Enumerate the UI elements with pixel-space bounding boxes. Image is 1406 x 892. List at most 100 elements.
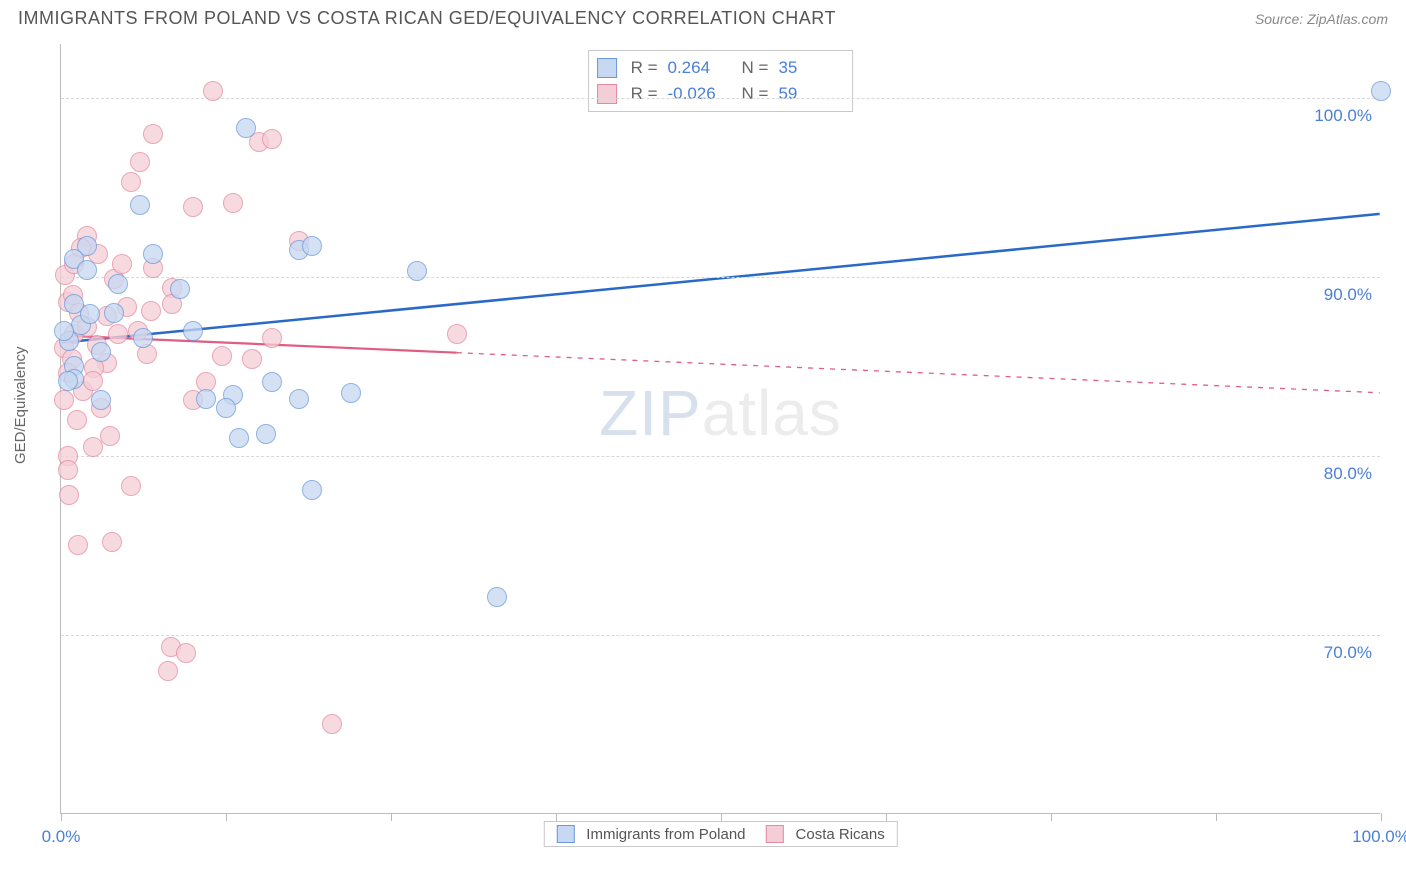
y-tick-label: 70.0%	[1324, 643, 1372, 663]
data-point	[289, 389, 309, 409]
stat-r-value: -0.026	[668, 81, 732, 107]
data-point	[158, 661, 178, 681]
data-point	[54, 390, 74, 410]
data-point	[407, 261, 427, 281]
x-tick	[1051, 813, 1052, 821]
data-point	[80, 304, 100, 324]
trend-line-dashed	[457, 353, 1380, 393]
data-point	[58, 460, 78, 480]
data-point	[108, 324, 128, 344]
data-point	[176, 643, 196, 663]
plot-area: ZIPatlas R =0.264N =35R =-0.026N =59 Imm…	[60, 44, 1380, 814]
legend-swatch	[597, 58, 617, 78]
legend-swatch	[766, 825, 784, 843]
stat-n-label: N =	[742, 81, 769, 107]
x-tick	[886, 813, 887, 821]
data-point	[104, 303, 124, 323]
stat-r-label: R =	[631, 81, 658, 107]
watermark: ZIPatlas	[599, 376, 842, 450]
stat-n-value: 35	[778, 55, 842, 81]
y-tick-label: 80.0%	[1324, 464, 1372, 484]
data-point	[121, 172, 141, 192]
data-point	[229, 428, 249, 448]
data-point	[108, 274, 128, 294]
stats-legend-row: R = 0.264 N = 35	[597, 55, 843, 81]
data-point	[130, 195, 150, 215]
data-point	[58, 371, 78, 391]
data-point	[236, 118, 256, 138]
data-point	[91, 342, 111, 362]
legend-swatch	[556, 825, 574, 843]
stat-n-value: 59	[778, 81, 842, 107]
stat-n-label: N =	[742, 55, 769, 81]
data-point	[262, 328, 282, 348]
data-point	[67, 410, 87, 430]
data-point	[133, 328, 153, 348]
stat-r-label: R =	[631, 55, 658, 81]
data-point	[302, 480, 322, 500]
series-legend: Immigrants from Poland Costa Ricans	[543, 821, 897, 847]
data-point	[121, 476, 141, 496]
legend-item: Costa Ricans	[766, 825, 885, 843]
data-point	[223, 193, 243, 213]
legend-item: Immigrants from Poland	[556, 825, 745, 843]
trend-line-solid	[61, 214, 1379, 343]
data-point	[112, 254, 132, 274]
data-point	[487, 587, 507, 607]
data-point	[341, 383, 361, 403]
data-point	[59, 485, 79, 505]
legend-swatch	[597, 84, 617, 104]
data-point	[262, 129, 282, 149]
chart-container: GED/Equivalency ZIPatlas R =0.264N =35R …	[18, 44, 1388, 854]
x-tick-label: 0.0%	[42, 827, 81, 847]
data-point	[322, 714, 342, 734]
x-tick	[1381, 813, 1382, 821]
x-tick-label: 100.0%	[1352, 827, 1406, 847]
data-point	[447, 324, 467, 344]
gridline-h	[61, 635, 1380, 636]
data-point	[91, 390, 111, 410]
x-tick	[61, 813, 62, 821]
chart-title: IMMIGRANTS FROM POLAND VS COSTA RICAN GE…	[18, 8, 836, 29]
data-point	[1371, 81, 1391, 101]
y-tick-label: 100.0%	[1314, 106, 1372, 126]
x-tick	[556, 813, 557, 821]
data-point	[130, 152, 150, 172]
data-point	[143, 244, 163, 264]
data-point	[216, 398, 236, 418]
data-point	[143, 124, 163, 144]
data-point	[183, 197, 203, 217]
data-point	[262, 372, 282, 392]
gridline-h	[61, 98, 1380, 99]
x-tick	[391, 813, 392, 821]
y-axis-label: GED/Equivalency	[12, 346, 29, 464]
data-point	[170, 279, 190, 299]
stats-legend-row: R = -0.026 N = 59	[597, 81, 843, 107]
data-point	[77, 260, 97, 280]
gridline-h	[61, 277, 1380, 278]
data-point	[83, 437, 103, 457]
data-point	[83, 371, 103, 391]
x-tick	[226, 813, 227, 821]
y-tick-label: 90.0%	[1324, 285, 1372, 305]
data-point	[242, 349, 262, 369]
data-point	[100, 426, 120, 446]
data-point	[183, 321, 203, 341]
x-tick	[721, 813, 722, 821]
source-attribution: Source: ZipAtlas.com	[1255, 11, 1388, 27]
data-point	[68, 535, 88, 555]
legend-label: Costa Ricans	[796, 826, 885, 843]
data-point	[102, 532, 122, 552]
data-point	[196, 389, 216, 409]
data-point	[203, 81, 223, 101]
x-tick	[1216, 813, 1217, 821]
stat-r-value: 0.264	[668, 55, 732, 81]
data-point	[141, 301, 161, 321]
data-point	[256, 424, 276, 444]
data-point	[302, 236, 322, 256]
data-point	[212, 346, 232, 366]
data-point	[54, 321, 74, 341]
stats-legend: R = 0.264 N = 35 R = -0.026 N = 59	[588, 50, 854, 112]
gridline-h	[61, 456, 1380, 457]
legend-label: Immigrants from Poland	[586, 826, 745, 843]
